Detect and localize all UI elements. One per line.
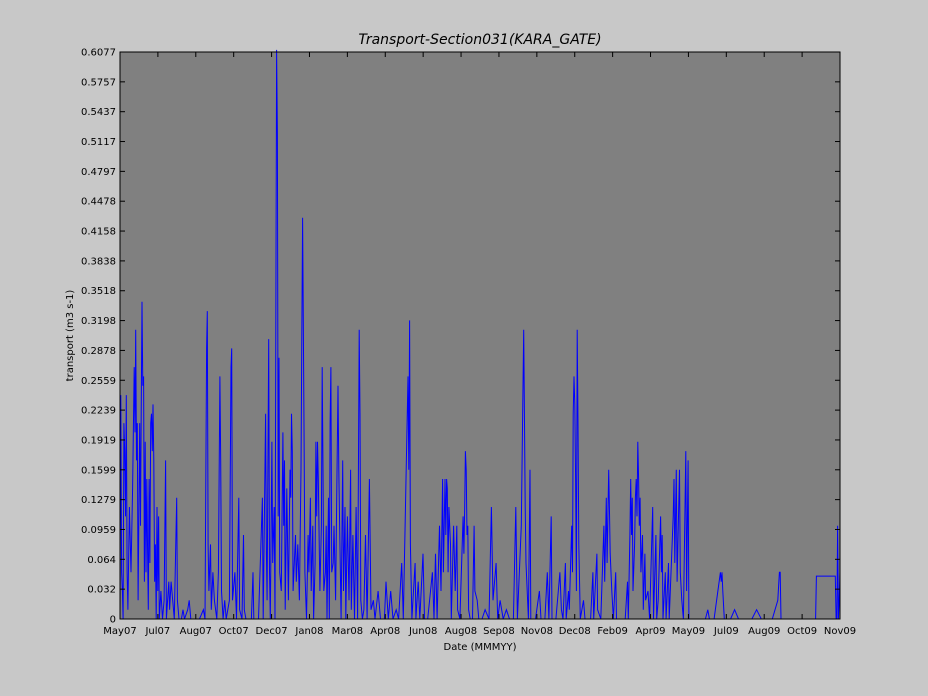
y-axis-label: transport (m3 s-1) (65, 290, 76, 382)
y-axis: 0 0.032 0.064 0.0959 0.1279 0.1599 0.1919 0.223… (81, 48, 840, 626)
plot-area (120, 52, 840, 619)
y-tick-label: 0.1599 (81, 465, 116, 476)
x-tick-label: Aug07 (180, 626, 212, 637)
x-tick-label: May09 (672, 626, 705, 637)
y-tick-label: 0.3838 (81, 256, 116, 267)
x-tick-label: Feb09 (597, 626, 627, 637)
x-tick-label: May07 (103, 626, 136, 637)
x-tick-label: Aug08 (445, 626, 477, 637)
x-tick-label: Jan08 (294, 626, 323, 637)
x-tick-label: Sep08 (483, 626, 515, 637)
y-tick-label: 0.5757 (81, 77, 116, 88)
x-axis-label: Date (MMMYY) (444, 642, 517, 653)
y-tick-label: 0.0959 (81, 525, 116, 536)
x-axis: May07 Jul07 Aug07 Oct07 Dec07 Jan08 Mar08 Apr08… (103, 52, 856, 637)
x-tick-label: Jun08 (408, 626, 437, 637)
chart-title: Transport-Section031(KARA_GATE) (358, 32, 601, 48)
y-tick-label: 0.3198 (81, 316, 116, 327)
x-tick-label: Oct09 (787, 626, 817, 637)
x-tick-label: Dec08 (559, 626, 591, 637)
plot-frame (119, 51, 841, 620)
x-tick-label: Nov09 (824, 626, 856, 637)
y-tick-label: 0.2878 (81, 346, 116, 357)
y-tick-label: 0.6077 (81, 48, 116, 59)
y-tick-label: 0.2559 (81, 376, 116, 387)
x-tick-label: Mar08 (332, 626, 364, 637)
y-tick-label: 0.4158 (81, 227, 116, 238)
x-tick-label: Apr08 (370, 626, 400, 637)
y-tick-label: 0.5117 (81, 137, 116, 148)
y-tick-label: 0.1919 (81, 435, 116, 446)
x-tick-label: Aug09 (748, 626, 780, 637)
x-tick-label: Apr09 (636, 626, 666, 637)
y-tick-label: 0.064 (87, 555, 116, 566)
y-tick-label: 0.2239 (81, 406, 116, 417)
y-tick-label: 0.1279 (81, 495, 116, 506)
y-tick-label: 0.4797 (81, 167, 116, 178)
x-tick-label: Dec07 (256, 626, 288, 637)
x-tick-label: Jul09 (713, 626, 739, 637)
x-tick-label: Oct07 (219, 626, 249, 637)
y-tick-label: 0.032 (87, 585, 116, 596)
y-tick-label: 0.4478 (81, 197, 116, 208)
series-layer (119, 49, 841, 620)
x-tick-label: Nov08 (521, 626, 553, 637)
y-tick-label: 0 (110, 615, 116, 626)
series-line (119, 49, 841, 620)
x-tick-label: Jul07 (144, 626, 170, 637)
y-tick-label: 0.5437 (81, 107, 116, 118)
y-tick-label: 0.3518 (81, 286, 116, 297)
